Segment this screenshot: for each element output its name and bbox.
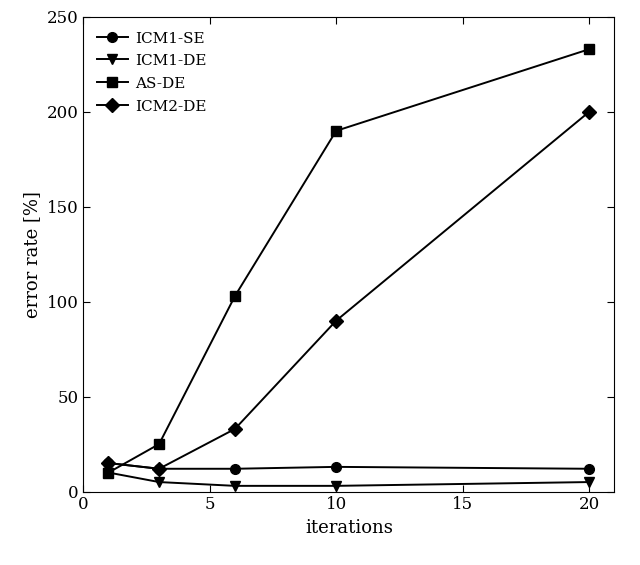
ICM1-DE — [156, 479, 163, 485]
Line: ICM1-SE: ICM1-SE — [104, 458, 594, 473]
ICM1-SE — [156, 466, 163, 472]
ICM1-SE — [105, 460, 113, 467]
Legend: ICM1-SE, ICM1-DE, AS-DE, ICM2-DE: ICM1-SE, ICM1-DE, AS-DE, ICM2-DE — [91, 25, 212, 120]
ICM2-DE — [585, 108, 593, 115]
ICM1-SE — [332, 463, 340, 470]
ICM2-DE — [231, 425, 239, 432]
AS-DE — [332, 128, 340, 134]
ICM2-DE — [105, 460, 113, 467]
X-axis label: iterations: iterations — [305, 519, 393, 537]
AS-DE — [231, 293, 239, 299]
ICM1-SE — [231, 466, 239, 472]
ICM1-DE — [585, 479, 593, 485]
ICM1-SE — [585, 466, 593, 472]
AS-DE — [105, 469, 113, 476]
ICM1-DE — [332, 483, 340, 489]
Line: AS-DE: AS-DE — [104, 45, 594, 477]
Line: ICM1-DE: ICM1-DE — [104, 468, 594, 491]
ICM1-DE — [231, 483, 239, 489]
Y-axis label: error rate [%]: error rate [%] — [23, 191, 41, 318]
ICM2-DE — [156, 466, 163, 472]
AS-DE — [156, 441, 163, 447]
AS-DE — [585, 46, 593, 53]
Line: ICM2-DE: ICM2-DE — [104, 107, 594, 473]
ICM2-DE — [332, 318, 340, 324]
ICM1-DE — [105, 469, 113, 476]
